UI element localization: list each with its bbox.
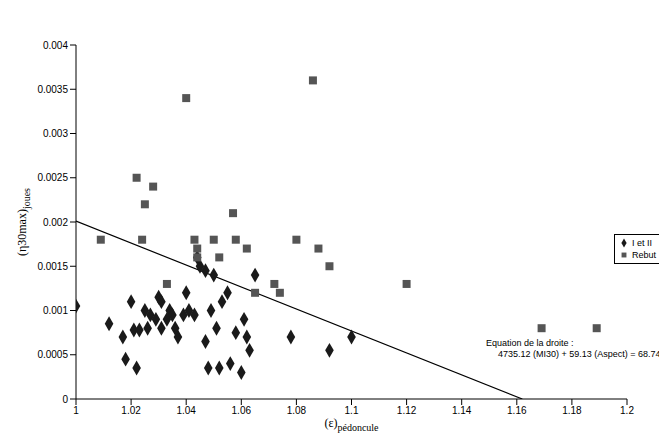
svg-text:1.1: 1.1	[345, 405, 359, 416]
svg-text:1.2: 1.2	[620, 405, 634, 416]
html-text:Equation de la droite :: Equation de la droite :	[486, 338, 574, 348]
svg-text:(η30max)joues: (η30max)joues	[15, 188, 32, 256]
svg-text:0.0025: 0.0025	[37, 172, 68, 183]
html-text:4735.12 (MI30) + 59.13 (Aspect: 4735.12 (MI30) + 59.13 (Aspect) = 68.74	[498, 349, 661, 359]
svg-text:1.06: 1.06	[232, 405, 252, 416]
svg-text:(ε)pédoncule: (ε)pédoncule	[324, 416, 379, 433]
svg-text:1.18: 1.18	[562, 405, 582, 416]
svg-text:1.08: 1.08	[287, 405, 307, 416]
svg-text:0: 0	[62, 394, 68, 405]
html-text:I et II: I et II	[632, 238, 652, 248]
svg-text:0.001: 0.001	[43, 305, 68, 316]
svg-text:0.002: 0.002	[43, 217, 68, 228]
svg-text:1.04: 1.04	[176, 405, 196, 416]
svg-text:1: 1	[73, 405, 79, 416]
svg-text:0.0015: 0.0015	[37, 261, 68, 272]
html-text:Rebut: Rebut	[632, 250, 656, 260]
svg-text:0.003: 0.003	[43, 128, 68, 139]
svg-text:0.0035: 0.0035	[37, 84, 68, 95]
svg-text:1.16: 1.16	[507, 405, 527, 416]
svg-text:1.02: 1.02	[121, 405, 141, 416]
svg-text:1.12: 1.12	[397, 405, 417, 416]
svg-text:0.0005: 0.0005	[37, 349, 68, 360]
svg-text:1.14: 1.14	[452, 405, 472, 416]
svg-text:0.004: 0.004	[43, 40, 68, 51]
